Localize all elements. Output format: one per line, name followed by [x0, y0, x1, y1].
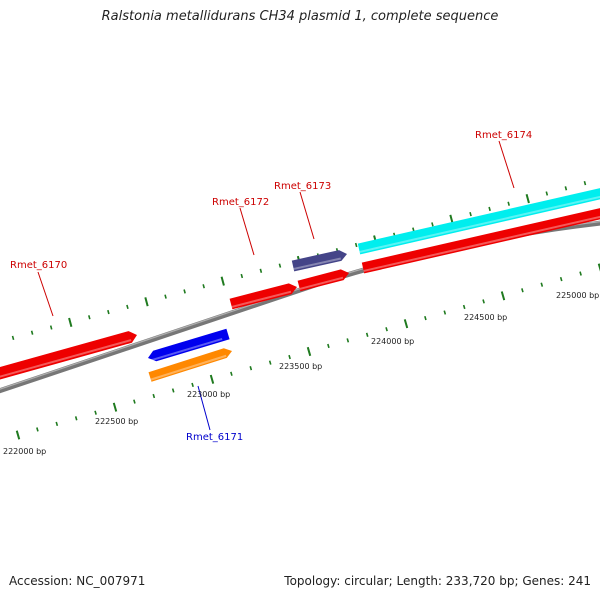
topology-summary: Topology: circular; Length: 233,720 bp; …	[284, 574, 591, 588]
scale-label: 225000 bp	[556, 291, 599, 300]
outer-tick	[107, 309, 110, 315]
inner-tick	[112, 402, 118, 412]
outer-tick	[583, 181, 587, 186]
gene-label[interactable]: Rmet_6172	[212, 197, 269, 208]
outer-tick	[240, 273, 244, 279]
inner-tick	[482, 299, 485, 304]
outer-tick	[354, 242, 358, 248]
gene-rmet-6173-arrow-shading	[293, 257, 342, 270]
outer-tick	[278, 263, 282, 268]
outer-tick	[488, 206, 491, 212]
gene-red-arrow-3[interactable]	[361, 207, 600, 274]
scale-label: 224500 bp	[464, 313, 507, 322]
outer-tick	[469, 211, 472, 217]
outer-tick	[49, 325, 53, 330]
inner-tick	[346, 338, 350, 343]
outer-tick	[30, 330, 34, 335]
inner-tick	[559, 276, 563, 282]
leader-line	[498, 140, 515, 189]
inner-tick	[55, 421, 59, 427]
gene-rmet-6172-arrow[interactable]	[229, 283, 297, 310]
inner-tick	[209, 374, 215, 384]
outer-tick	[88, 315, 91, 320]
inner-tick	[306, 346, 312, 357]
scale-label: 222000 bp	[3, 447, 46, 456]
scale-label: 224000 bp	[371, 337, 414, 346]
inner-tick	[540, 282, 544, 287]
outer-tick	[507, 201, 510, 206]
outer-tick	[11, 335, 15, 340]
inner-tick	[327, 343, 330, 349]
inner-tick	[500, 291, 506, 301]
outer-tick	[183, 289, 186, 294]
gene-rmet-6174-arrow[interactable]	[357, 187, 600, 255]
gene-red-arrow-2-shading	[299, 276, 344, 290]
label-leader-lines	[37, 140, 515, 431]
outer-tick	[564, 186, 568, 191]
inner-tick	[230, 371, 233, 376]
map-title: Ralstonia metallidurans CH34 plasmid 1, …	[101, 9, 499, 24]
inner-tick	[443, 310, 447, 315]
leader-line	[239, 207, 255, 256]
leader-line	[197, 385, 211, 431]
scale-label: 223000 bp	[187, 390, 230, 399]
scale-label: 223500 bp	[279, 362, 322, 371]
gene-rmet-6170-arrow[interactable]	[0, 331, 137, 382]
gene-rmet-6173-arrow[interactable]	[291, 250, 347, 272]
gene-rmet-6171-arrow-shading	[148, 337, 223, 362]
gene-label[interactable]: Rmet_6174	[475, 130, 532, 141]
inner-tick	[191, 382, 194, 388]
gene-orange-arrow[interactable]	[148, 348, 233, 382]
outer-tick	[259, 268, 263, 273]
inner-tick	[94, 410, 97, 415]
outer-tick	[144, 297, 149, 307]
inner-tick	[597, 263, 600, 272]
inner-tick	[521, 288, 524, 293]
inner-tick	[288, 354, 291, 360]
outer-tick	[126, 304, 129, 310]
outer-tick	[545, 191, 549, 196]
scale-label-layer: 222000 bp 222500 bp 223000 bp 223500 bp 2240…	[3, 291, 599, 456]
inner-tick	[579, 271, 582, 276]
gene-rmet-6170-arrow-shading	[0, 339, 132, 378]
gene-red-arrow-3-shading	[363, 215, 600, 272]
accession-text: Accession: NC_007971	[9, 574, 146, 588]
inner-tick	[365, 332, 369, 337]
outer-tick	[431, 222, 434, 227]
outer-tick	[202, 284, 205, 289]
outer-tick	[220, 276, 225, 286]
scale-label: 222500 bp	[95, 417, 138, 426]
leader-line	[37, 271, 54, 317]
inner-tick	[36, 427, 39, 432]
leader-line	[299, 191, 315, 240]
inner-tick	[133, 399, 136, 404]
inner-tick	[171, 388, 175, 393]
gene-label[interactable]: Rmet_6170	[10, 260, 67, 271]
inner-tick	[15, 430, 21, 440]
inner-tick	[152, 393, 156, 399]
gene-label[interactable]: Rmet_6171	[186, 432, 243, 443]
gene-rmet-6174-arrow-shading	[359, 195, 600, 253]
inner-tick-track	[15, 263, 600, 440]
gene-label-layer: Rmet_6170 Rmet_6171 Rmet_6172 Rmet_6173 Rmet…	[10, 130, 532, 443]
inner-tick	[403, 319, 409, 329]
inner-tick	[385, 327, 388, 332]
gene-orange-arrow-shading	[150, 354, 227, 381]
inner-tick	[249, 366, 253, 371]
gene-rmet-6171-arrow[interactable]	[148, 328, 230, 362]
inner-tick	[424, 315, 427, 321]
inner-tick	[268, 360, 272, 365]
gene-features	[0, 187, 600, 382]
gene-label[interactable]: Rmet_6173	[274, 181, 331, 192]
outer-tick	[68, 317, 73, 327]
outer-tick	[525, 194, 530, 204]
gene-rmet-6172-arrow-shading	[231, 290, 292, 308]
outer-tick	[164, 294, 167, 299]
inner-tick	[74, 416, 78, 421]
gene-red-arrow-2[interactable]	[297, 269, 349, 292]
inner-tick	[462, 304, 466, 310]
